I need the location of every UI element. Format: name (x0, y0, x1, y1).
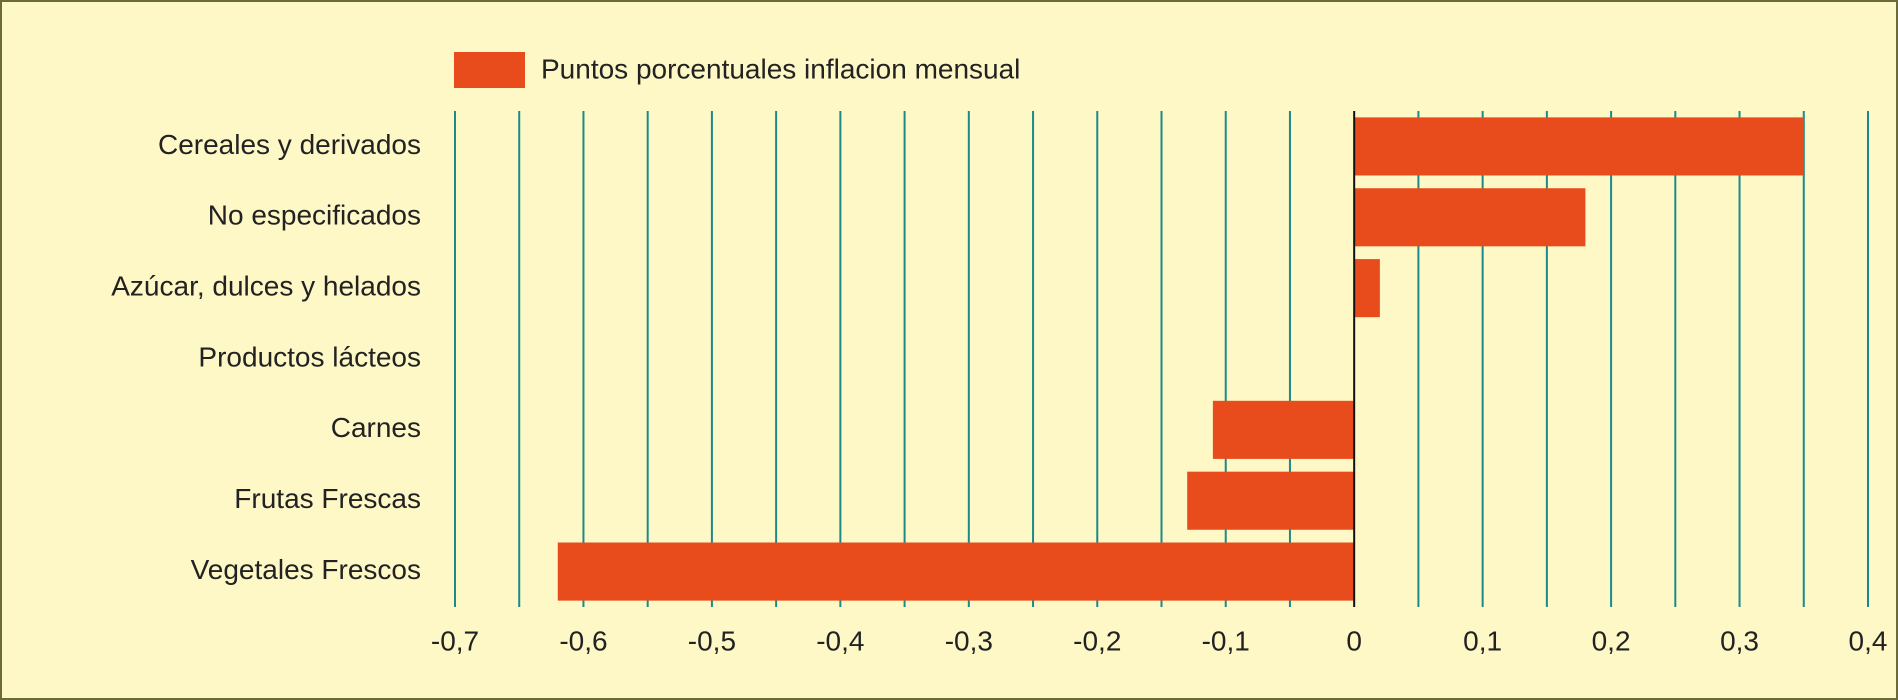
y-tick-label: Cereales y derivados (158, 129, 421, 160)
bar (1187, 471, 1355, 530)
x-tick-label: -0,4 (816, 625, 864, 656)
x-tick-label: -0,5 (688, 625, 736, 656)
x-tick-label: 0,2 (1592, 625, 1631, 656)
bar (1354, 117, 1804, 176)
x-tick-label: 0 (1346, 625, 1362, 656)
y-tick-label: Vegetales Frescos (191, 554, 421, 585)
x-tick-label: -0,7 (431, 625, 479, 656)
y-tick-label: No especificados (208, 200, 421, 231)
y-tick-label: Frutas Frescas (234, 483, 421, 514)
x-tick-label: 0,1 (1463, 625, 1502, 656)
legend-label: Puntos porcentuales inflacion mensual (541, 53, 1020, 84)
y-tick-label: Azúcar, dulces y helados (111, 271, 421, 302)
x-tick-label: -0,6 (559, 625, 607, 656)
x-tick-label: 0,3 (1720, 625, 1759, 656)
x-tick-label: -0,3 (945, 625, 993, 656)
legend-swatch (454, 52, 525, 88)
x-tick-label: 0,4 (1849, 625, 1888, 656)
y-tick-label: Carnes (331, 412, 421, 443)
bar (1212, 400, 1355, 459)
bar (1354, 259, 1380, 318)
x-tick-label: -0,2 (1073, 625, 1121, 656)
bar (557, 542, 1355, 601)
x-tick-label: -0,1 (1202, 625, 1250, 656)
y-tick-label: Productos lácteos (198, 341, 421, 372)
bar (1354, 188, 1586, 247)
